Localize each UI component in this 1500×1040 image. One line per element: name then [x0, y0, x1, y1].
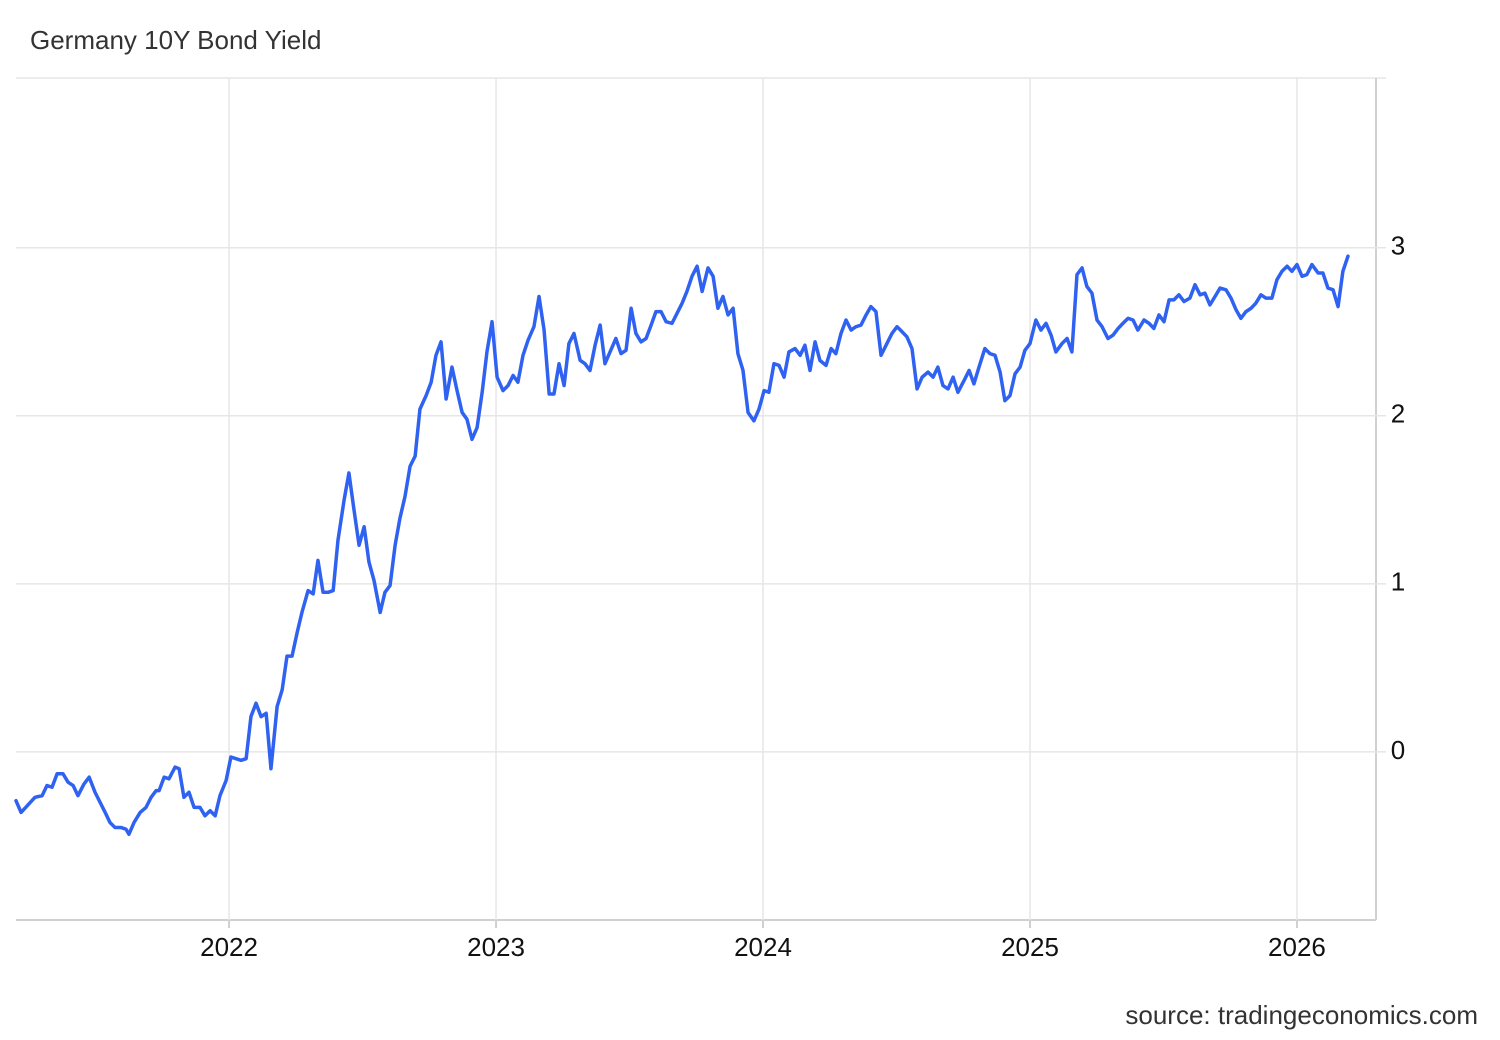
x-tick-label: 2022 — [200, 932, 258, 962]
chart-title: Germany 10Y Bond Yield — [30, 25, 321, 55]
y-tick-label: 3 — [1391, 231, 1405, 261]
x-tick-label: 2025 — [1001, 932, 1059, 962]
y-tick-label: 0 — [1391, 735, 1405, 765]
data-line — [14, 254, 1350, 837]
x-tick-label: 2026 — [1268, 932, 1326, 962]
source-note: source: tradingeconomics.com — [1125, 1000, 1478, 1030]
x-tick-label: 2023 — [467, 932, 525, 962]
x-tick-label: 2024 — [734, 932, 792, 962]
y-tick-label: 1 — [1391, 567, 1405, 597]
y-tick-label: 2 — [1391, 399, 1405, 429]
